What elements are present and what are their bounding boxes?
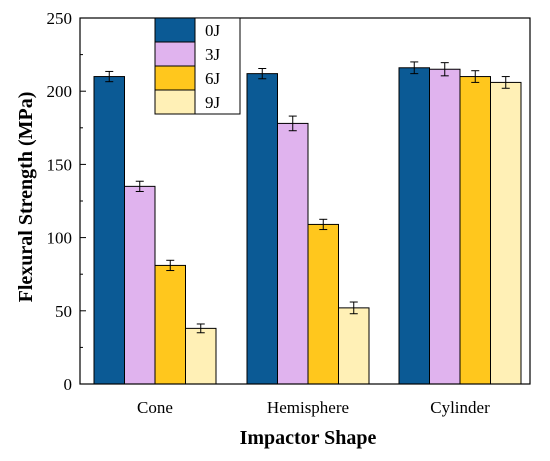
legend: 0J 3J 6J 9J [154, 17, 241, 115]
bar-9J-hemisphere [338, 307, 370, 385]
x-axis-title: Impactor Shape [240, 427, 377, 449]
legend-label: 9J [205, 93, 221, 112]
bar-0J-hemisphere [246, 73, 278, 385]
bar-3J-cone [124, 185, 156, 385]
bar-0J-cone [93, 76, 125, 385]
y-tick-label: 200 [47, 82, 73, 101]
bar-3J-hemisphere [277, 122, 309, 385]
bar-6J-cone [154, 264, 186, 385]
y-axis-title: Flexural Strength (MPa) [15, 92, 37, 303]
legend-swatch [154, 65, 196, 91]
legend-swatch [154, 89, 196, 115]
y-tick-label: 100 [47, 229, 73, 248]
y-tick-label: 150 [47, 155, 73, 174]
bar-9J-cylinder [490, 81, 522, 385]
axes [79, 17, 531, 385]
legend-swatch [154, 17, 196, 43]
bar-3J-cylinder [429, 68, 461, 385]
bar-0J-cylinder [398, 67, 430, 385]
x-tick-label: Hemisphere [267, 398, 349, 417]
y-tick-label: 250 [47, 9, 73, 28]
bar-9J-cone [185, 327, 217, 385]
bar-6J-hemisphere [307, 223, 339, 385]
y-tick-label: 50 [55, 302, 72, 321]
x-tick-label: Cone [137, 398, 173, 417]
x-tick-label: Cylinder [430, 398, 490, 417]
legend-label: 0J [205, 21, 221, 40]
legend-label: 6J [205, 69, 221, 88]
bars [93, 67, 522, 385]
bar-6J-cylinder [459, 76, 491, 385]
tick-labels: 0 50 100 150 200 250 Cone Hemisphere Cylinder [47, 9, 491, 417]
y-tick-label: 0 [64, 375, 73, 394]
legend-swatch [154, 41, 196, 67]
error-bars [105, 61, 510, 334]
legend-label: 3J [205, 45, 221, 64]
